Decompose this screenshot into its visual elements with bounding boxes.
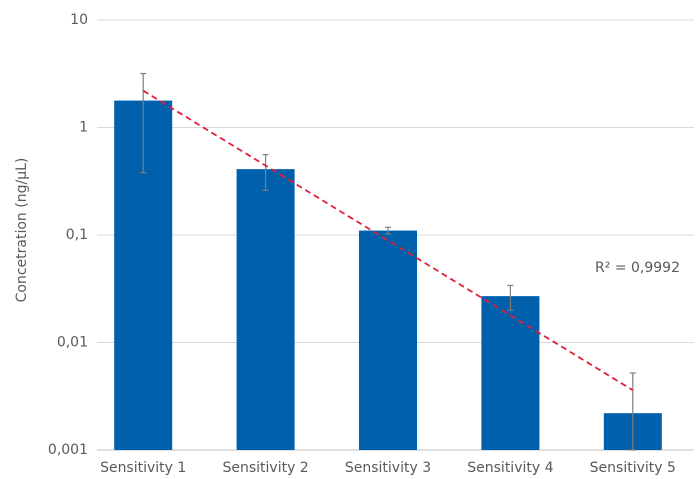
y-axis-title: Concetration (ng/µL)	[14, 158, 30, 303]
trendline	[142, 89, 634, 391]
bar	[481, 296, 540, 450]
x-tick-label: Sensitivity 5	[590, 460, 676, 476]
y-tick-label: 0,1	[66, 227, 88, 243]
bar	[236, 169, 295, 450]
trendline-label: R² = 0,9992	[595, 260, 680, 276]
x-tick-label: Sensitivity 4	[467, 460, 553, 476]
x-tick-label: Sensitivity 1	[100, 460, 186, 476]
y-tick-label: 0,001	[48, 442, 88, 458]
y-tick-label: 0,01	[57, 335, 88, 351]
error-bar	[629, 372, 636, 451]
x-tick-label: Sensitivity 2	[222, 460, 308, 476]
error-bar	[262, 153, 269, 191]
x-tick-label: Sensitivity 3	[345, 460, 431, 476]
y-tick-label: 1	[79, 120, 88, 136]
error-bar	[507, 284, 514, 311]
error-bar	[140, 72, 147, 174]
y-tick-label: 10	[70, 12, 88, 28]
error-bar	[385, 226, 391, 235]
bar	[359, 230, 417, 450]
